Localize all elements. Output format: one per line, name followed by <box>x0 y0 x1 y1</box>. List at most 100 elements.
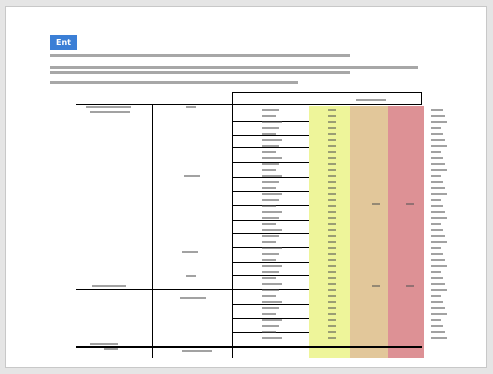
cell-text-mark <box>328 277 336 279</box>
row-rule <box>232 147 309 148</box>
cell-text-mark <box>431 247 441 249</box>
cell-text-mark <box>328 169 336 171</box>
column-divider <box>232 92 233 358</box>
cell-text-mark <box>90 343 118 345</box>
paragraph-line <box>50 66 418 69</box>
cell-text-mark <box>431 181 443 183</box>
cell-text-mark <box>262 295 276 297</box>
cell-text-mark <box>431 121 447 123</box>
cell-text-mark <box>182 251 198 253</box>
cell-text-mark <box>431 307 445 309</box>
cell-text-mark <box>406 285 414 287</box>
section-badge-label: Ent <box>56 38 71 47</box>
cell-text-mark <box>431 169 447 171</box>
cell-text-mark <box>328 115 336 117</box>
cell-text-mark <box>262 169 276 171</box>
cell-text-mark <box>262 223 276 225</box>
cell-text-mark <box>186 275 196 277</box>
cell-text-mark <box>431 331 445 333</box>
cell-text-mark <box>262 187 276 189</box>
cell-text-mark <box>328 187 336 189</box>
cell-text-mark <box>431 325 443 327</box>
cell-text-mark <box>431 283 445 285</box>
cell-text-mark <box>431 223 441 225</box>
cell-text-mark <box>90 111 130 113</box>
cell-text-mark <box>328 337 336 339</box>
cell-text-mark <box>262 115 276 117</box>
cell-text-mark <box>372 285 380 287</box>
cell-text-mark <box>262 247 282 249</box>
cell-text-mark <box>431 265 447 267</box>
cell-text-mark <box>406 203 414 205</box>
cell-text-mark <box>328 259 336 261</box>
cell-text-mark <box>186 106 196 108</box>
cell-text-mark <box>262 229 282 231</box>
cell-text-mark <box>262 145 279 147</box>
cell-text-mark <box>328 307 336 309</box>
cell-text-mark <box>182 350 212 352</box>
cell-text-mark <box>262 325 279 327</box>
cell-text-mark <box>262 265 282 267</box>
cell-text-mark <box>356 99 386 101</box>
cell-text-mark <box>431 241 447 243</box>
cell-text-mark <box>431 187 445 189</box>
cell-text-mark <box>262 211 282 213</box>
cell-text-mark <box>328 199 336 201</box>
paragraph-line <box>50 71 350 74</box>
cell-text-mark <box>328 331 336 333</box>
cell-text-mark <box>431 139 445 141</box>
cell-text-mark <box>92 285 126 287</box>
header-group-right-rule <box>421 92 422 105</box>
cell-text-mark <box>262 271 279 273</box>
cell-text-mark <box>328 325 336 327</box>
paragraph-line <box>50 81 298 84</box>
cell-text-mark <box>262 205 276 207</box>
column-red <box>388 106 424 358</box>
cell-text-mark <box>262 307 279 309</box>
cell-text-mark <box>262 337 282 339</box>
cell-text-mark <box>328 283 336 285</box>
cell-text-mark <box>431 211 445 213</box>
document-page: Ent <box>5 6 487 368</box>
row-rule <box>232 262 309 263</box>
cell-text-mark <box>431 133 443 135</box>
cell-text-mark <box>431 205 443 207</box>
cell-text-mark <box>431 127 441 129</box>
cell-text-mark <box>431 271 441 273</box>
row-rule <box>232 304 309 305</box>
cell-text-mark <box>262 133 276 135</box>
cell-text-mark <box>431 217 447 219</box>
cell-text-mark <box>328 211 336 213</box>
cell-text-mark <box>431 151 441 153</box>
cell-text-mark <box>431 319 441 321</box>
row-rule <box>232 318 309 319</box>
cell-text-mark <box>372 203 380 205</box>
cell-text-mark <box>328 313 336 315</box>
column-yellow <box>309 106 350 358</box>
cell-text-mark <box>328 295 336 297</box>
cell-text-mark <box>328 145 336 147</box>
row-rule <box>232 191 309 192</box>
cell-text-mark <box>262 217 279 219</box>
row-rule <box>232 220 309 221</box>
cell-text-mark <box>262 163 279 165</box>
cell-text-mark <box>328 301 336 303</box>
cell-text-mark <box>262 157 282 159</box>
cell-text-mark <box>431 259 445 261</box>
row-rule <box>232 177 309 178</box>
cell-text-mark <box>328 247 336 249</box>
cell-text-mark <box>431 337 447 339</box>
section-badge: Ent <box>50 35 77 50</box>
cell-text-mark <box>262 313 276 315</box>
cell-text-mark <box>262 109 279 111</box>
cell-text-mark <box>431 301 443 303</box>
cell-text-mark <box>328 319 336 321</box>
cell-text-mark <box>431 115 445 117</box>
row-rule <box>232 275 309 276</box>
cell-text-mark <box>180 297 206 299</box>
cell-text-mark <box>104 348 118 350</box>
cell-text-mark <box>262 331 276 333</box>
cell-text-mark <box>184 175 200 177</box>
column-tan <box>350 106 388 358</box>
cell-text-mark <box>328 163 336 165</box>
